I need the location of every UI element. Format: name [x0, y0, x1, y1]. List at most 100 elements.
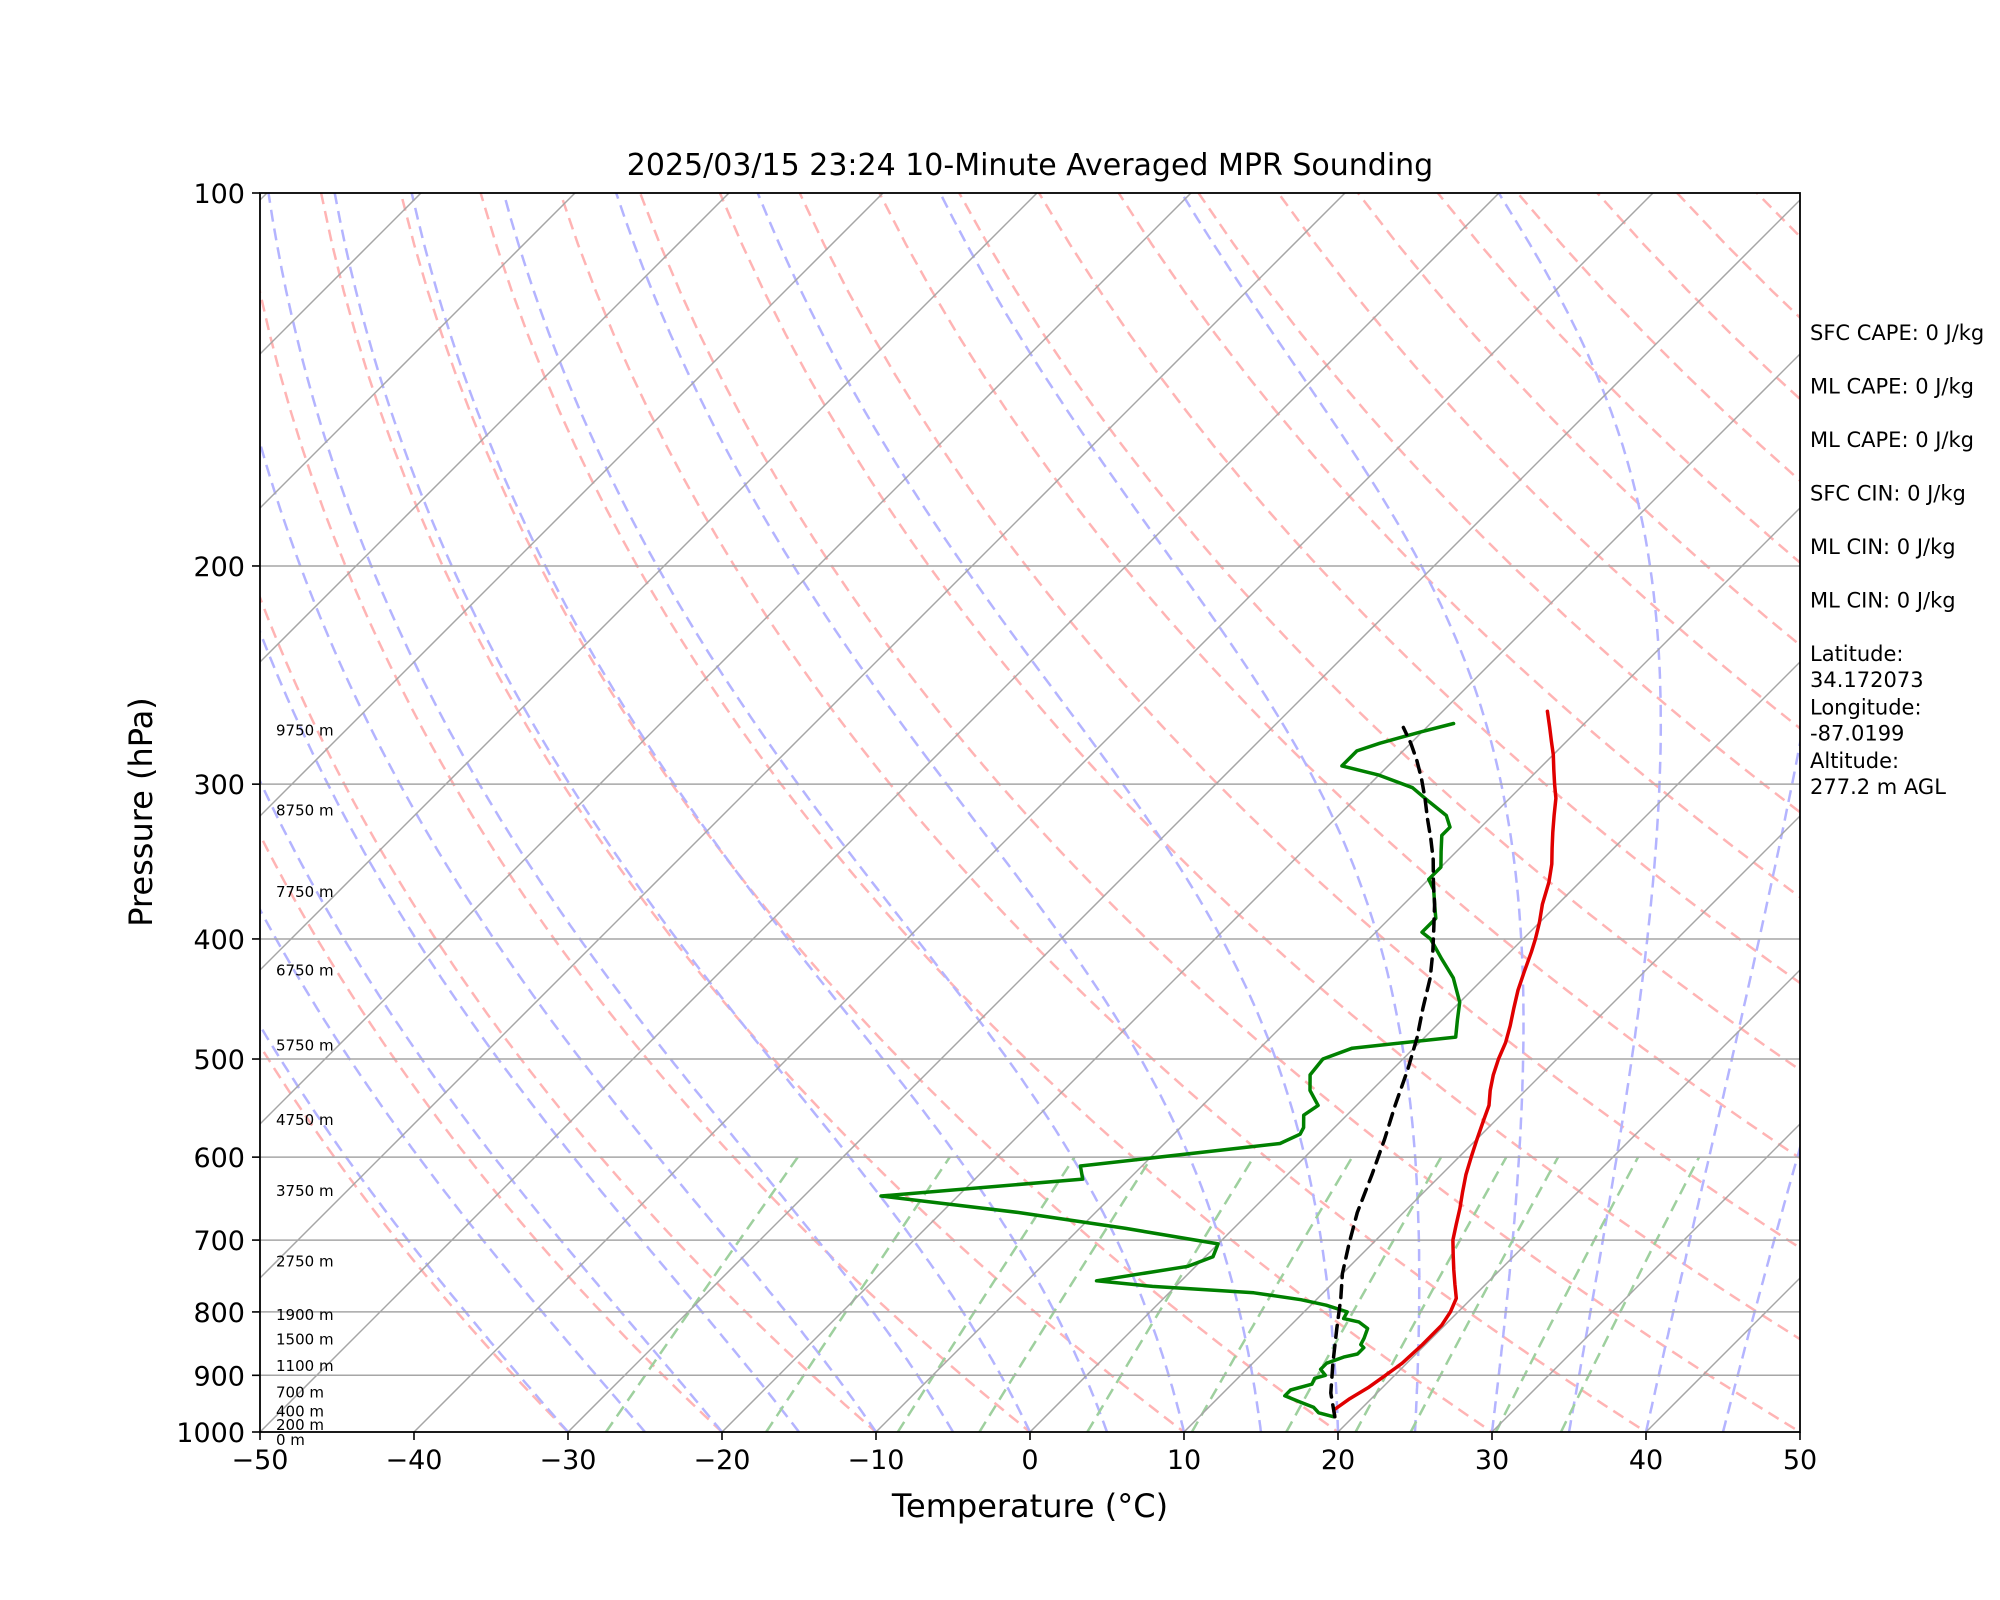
isotherm-line — [567, 198, 1800, 1432]
dry-adiabat-line — [1037, 193, 1800, 985]
y-tick-label: 500 — [193, 1045, 245, 1076]
info-text: 34.172073 — [1810, 668, 1924, 692]
moist-adiabat-line — [260, 1023, 569, 1432]
moist-adiabat-line — [1644, 736, 1800, 1432]
dry-adiabat-line — [319, 193, 1187, 1432]
x-tick-label: 20 — [1321, 1445, 1355, 1476]
info-text: SFC CIN: 0 J/kg — [1810, 482, 1966, 506]
moist-adiabat-line — [267, 193, 955, 1432]
height-label: 1100 m — [276, 1357, 334, 1375]
x-tick-label: 40 — [1629, 1445, 1663, 1476]
height-label: 2750 m — [276, 1252, 334, 1270]
x-tick-label: 30 — [1475, 1445, 1509, 1476]
dry-adiabat-line — [878, 193, 1800, 1160]
y-tick-label: 300 — [193, 770, 245, 801]
isotherm-line — [1029, 660, 1800, 1432]
info-text: Longitude: — [1810, 696, 1922, 720]
y-tick-label: 800 — [193, 1298, 245, 1329]
series-line-1 — [879, 721, 1462, 1419]
isotherm-line — [260, 193, 1038, 972]
moist-adiabat-line — [756, 193, 1340, 1432]
dry-adiabat-line — [1197, 193, 1800, 814]
moist-adiabat-line — [333, 193, 1032, 1432]
info-text: ML CIN: 0 J/kg — [1810, 535, 1956, 559]
moist-adiabat-line — [1180, 193, 1525, 1432]
dry-adiabat-line — [958, 193, 1800, 1072]
x-tick-label: 0 — [1021, 1445, 1038, 1476]
height-label: 3750 m — [276, 1182, 334, 1200]
dry-adiabat-line — [260, 594, 878, 1432]
info-text: ML CAPE: 0 J/kg — [1810, 428, 1974, 452]
info-text: Latitude: — [1810, 642, 1904, 666]
y-tick-label: 1000 — [176, 1418, 245, 1449]
height-label: 8750 m — [276, 802, 334, 820]
x-axis-ticks: −50 −40 −30 −20 −10 0 10 20 30 40 50 — [232, 1432, 1817, 1476]
isotherm-line — [260, 193, 730, 664]
mixing-ratio-line — [604, 1156, 799, 1432]
x-tick-label: −10 — [848, 1445, 905, 1476]
height-labels: 9750 m 8750 m 7750 m 6750 m 5750 m 4750 m 3750… — [276, 721, 334, 1448]
isotherm-line — [721, 352, 1800, 1432]
isotherm-line — [260, 193, 1346, 1280]
x-tick-label: 10 — [1167, 1445, 1201, 1476]
y-tick-label: 100 — [193, 179, 245, 210]
isotherm-line — [413, 193, 1654, 1432]
dry-adiabat-line — [638, 193, 1800, 1432]
dry-adiabat-line — [798, 193, 1800, 1250]
height-label: 700 m — [276, 1384, 324, 1402]
dry-adiabat-line — [260, 1043, 570, 1432]
height-label: 200 m — [276, 1416, 324, 1434]
height-label: 0 m — [276, 1431, 305, 1449]
isotherm-line — [1337, 968, 1800, 1432]
height-label: 7750 m — [276, 883, 334, 901]
series-line-0 — [1332, 709, 1558, 1419]
x-tick-label: 50 — [1783, 1445, 1817, 1476]
height-label: 4750 m — [276, 1111, 334, 1129]
height-label: 6750 m — [276, 961, 334, 979]
height-label: 1900 m — [276, 1306, 334, 1324]
moist-adiabat-line — [938, 193, 1421, 1432]
moist-adiabat-line — [1497, 193, 1663, 1432]
info-text: -87.0199 — [1810, 722, 1904, 746]
x-tick-label: −20 — [694, 1445, 751, 1476]
y-tick-label: 600 — [193, 1143, 245, 1174]
dry-adiabat-line — [718, 193, 1800, 1341]
isotherms — [260, 193, 1800, 1432]
series-line-2 — [1329, 725, 1437, 1419]
x-axis-label: Temperature (°C) — [891, 1487, 1168, 1525]
dry-adiabat-line — [399, 193, 1341, 1432]
info-text: ML CAPE: 0 J/kg — [1810, 375, 1974, 399]
dry-adiabat-line — [260, 832, 724, 1432]
isotherm-line — [260, 193, 1500, 1432]
y-tick-label: 700 — [193, 1226, 245, 1257]
dry-adiabat-line — [479, 193, 1495, 1432]
x-tick-label: −50 — [232, 1445, 289, 1476]
height-label: 5750 m — [276, 1036, 334, 1054]
info-text: 277.2 m AGL — [1810, 775, 1946, 799]
isotherm-line — [1491, 1122, 1800, 1432]
info-text: SFC CAPE: 0 J/kg — [1810, 321, 1984, 345]
info-text: Altitude: — [1810, 749, 1899, 773]
sounding-series — [879, 709, 1558, 1419]
moist-adiabat-line — [410, 193, 1109, 1432]
moist-adiabat-line — [260, 907, 646, 1432]
height-label: 9750 m — [276, 721, 334, 739]
y-axis-label: Pressure (hPa) — [122, 697, 160, 927]
isobars — [260, 565, 1800, 1377]
dry-adiabat-line — [1277, 193, 1800, 730]
moist-adiabat-line — [260, 438, 878, 1432]
info-text: ML CIN: 0 J/kg — [1810, 589, 1956, 613]
plot-area — [260, 193, 1800, 1432]
isotherm-line — [1183, 814, 1800, 1432]
y-axis-ticks: 100 200 300 400 500 600 700 800 900 1000 — [176, 179, 260, 1449]
y-tick-label: 200 — [193, 552, 245, 583]
x-tick-label: −30 — [540, 1445, 597, 1476]
x-tick-label: −40 — [386, 1445, 443, 1476]
chart-title: 2025/03/15 23:24 10-Minute Averaged MPR … — [627, 148, 1433, 183]
isotherm-line — [260, 193, 576, 510]
moist-adiabat-line — [260, 778, 723, 1432]
dry-adiabat-line — [559, 193, 1649, 1432]
info-panel: SFC CAPE: 0 J/kg ML CAPE: 0 J/kg ML CAPE: … — [1810, 321, 1984, 799]
